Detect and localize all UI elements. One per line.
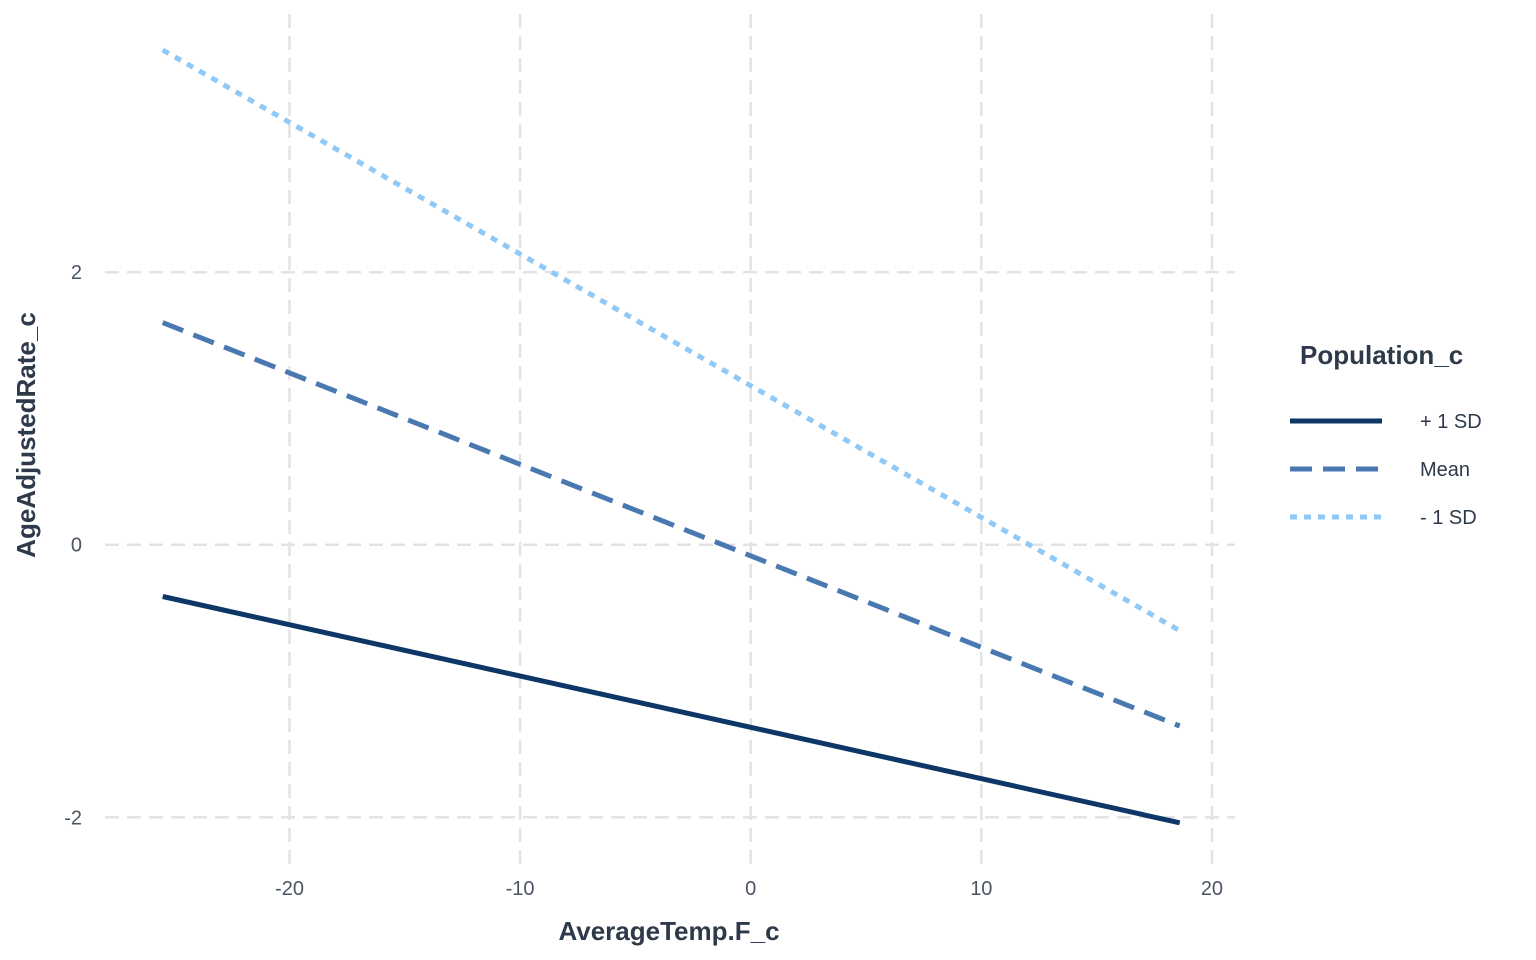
legend: Population_c + 1 SD Mean - 1 SD [1290, 340, 1482, 529]
x-tick-label: 20 [1201, 878, 1223, 900]
x-axis-title: AverageTemp.F_c [558, 916, 779, 946]
y-tick-label: -2 [64, 807, 82, 829]
series-line [161, 320, 1181, 729]
legend-title: Population_c [1300, 340, 1463, 370]
legend-items: + 1 SD Mean - 1 SD [1290, 411, 1482, 529]
x-tick-label: -10 [506, 878, 535, 900]
x-tick-label: -20 [275, 878, 304, 900]
x-tick-label: 10 [970, 878, 992, 900]
y-tick-label: 2 [71, 262, 82, 284]
legend-label: - 1 SD [1420, 507, 1477, 529]
x-axis-ticks: -20 -10 0 10 20 [275, 878, 1223, 900]
grid-lines [105, 14, 1235, 865]
y-axis-ticks: -2 0 2 [64, 262, 82, 829]
series-line [162, 594, 1181, 826]
y-tick-label: 0 [71, 535, 82, 557]
x-tick-label: 0 [745, 878, 756, 900]
legend-label: + 1 SD [1420, 411, 1482, 433]
legend-label: Mean [1420, 459, 1470, 481]
y-axis-title: AgeAdjustedRate_c [11, 312, 41, 558]
series-lines [161, 47, 1181, 826]
